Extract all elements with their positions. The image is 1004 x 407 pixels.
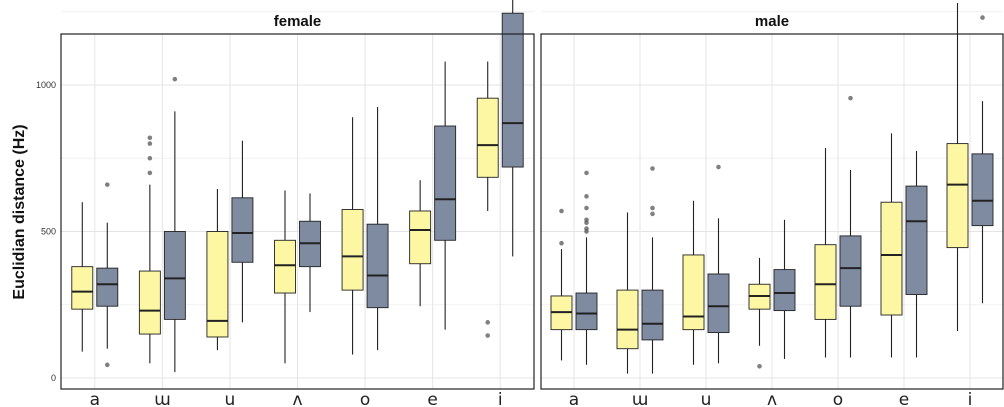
box-ʌ-yellow bbox=[275, 190, 296, 363]
box-body bbox=[683, 255, 704, 330]
box-a-slate bbox=[97, 182, 118, 367]
x-tick-label: e bbox=[899, 390, 909, 407]
box-body bbox=[435, 126, 456, 240]
outlier-point bbox=[584, 226, 589, 231]
x-tick-label: i bbox=[968, 390, 973, 407]
x-tick-label: o bbox=[833, 390, 843, 407]
box-i-slate bbox=[502, 0, 523, 256]
outlier-point bbox=[148, 135, 153, 140]
box-ɯ-slate bbox=[642, 166, 663, 373]
box-body bbox=[881, 202, 902, 315]
x-tick-label: ɯ bbox=[632, 390, 649, 407]
box-u-yellow bbox=[207, 189, 228, 350]
outlier-point bbox=[980, 15, 985, 20]
outlier-point bbox=[716, 165, 721, 170]
box-i-slate bbox=[972, 0, 993, 303]
box-body bbox=[774, 270, 795, 311]
outlier-point bbox=[559, 209, 564, 214]
box-body bbox=[477, 98, 498, 177]
box-e-slate bbox=[906, 151, 927, 358]
box-body bbox=[275, 240, 296, 293]
x-tick-label: o bbox=[360, 390, 370, 407]
box-ɯ-yellow bbox=[617, 212, 638, 373]
outlier-point bbox=[848, 96, 853, 101]
box-body bbox=[342, 210, 363, 291]
box-o-slate bbox=[367, 107, 388, 350]
x-tick-label: ɯ bbox=[154, 390, 171, 407]
outlier-point bbox=[148, 141, 153, 146]
outlier-point bbox=[584, 206, 589, 211]
box-u-yellow bbox=[683, 201, 704, 365]
outlier-point bbox=[650, 212, 655, 217]
panel-title: female bbox=[274, 13, 322, 30]
panel-male: male a ɯ u ʌ o e i bbox=[541, 0, 1003, 407]
box-a-yellow bbox=[72, 202, 93, 351]
box-ɯ-slate bbox=[164, 77, 185, 372]
box-o-slate bbox=[840, 96, 861, 358]
box-body bbox=[972, 154, 993, 226]
outlier-point bbox=[559, 241, 564, 246]
box-ʌ-yellow bbox=[749, 258, 770, 369]
box-body bbox=[642, 290, 663, 340]
box-body bbox=[410, 211, 431, 264]
box-body bbox=[576, 293, 597, 330]
x-tick-label: ʌ bbox=[292, 390, 302, 407]
outlier-point bbox=[485, 333, 490, 338]
box-body bbox=[72, 267, 93, 309]
box-e-yellow bbox=[881, 133, 902, 357]
outlier-point bbox=[105, 182, 110, 187]
outlier-point bbox=[485, 320, 490, 325]
x-tick-label: i bbox=[498, 390, 503, 407]
x-tick-label: ʌ bbox=[767, 390, 777, 407]
box-ʌ-slate bbox=[774, 220, 795, 359]
box-body bbox=[164, 232, 185, 320]
y-tick-label: 1000 bbox=[36, 80, 56, 90]
box-o-yellow bbox=[815, 148, 836, 357]
outlier-point bbox=[148, 156, 153, 161]
box-ʌ-slate bbox=[300, 193, 321, 312]
x-tick-label: u bbox=[225, 390, 236, 407]
box-a-slate bbox=[576, 171, 597, 365]
panel-female: female050010001500aɯuʌoei bbox=[36, 0, 534, 407]
box-body bbox=[947, 144, 968, 248]
box-body bbox=[232, 198, 253, 262]
x-tick-label: a bbox=[90, 390, 100, 407]
box-body bbox=[815, 245, 836, 320]
box-i-yellow bbox=[477, 62, 498, 338]
box-body bbox=[139, 271, 160, 334]
box-u-slate bbox=[232, 141, 253, 323]
x-tick-label: a bbox=[569, 390, 579, 407]
y-tick-label: 500 bbox=[41, 227, 56, 237]
y-axis-label: Euclidian distance (Hz) bbox=[11, 124, 28, 299]
y-tick-label: 0 bbox=[51, 373, 56, 383]
box-body bbox=[502, 13, 523, 167]
box-u-slate bbox=[708, 165, 729, 364]
outlier-point bbox=[757, 364, 762, 369]
box-body bbox=[367, 224, 388, 308]
outlier-point bbox=[584, 171, 589, 176]
outlier-point bbox=[650, 166, 655, 171]
box-body bbox=[906, 186, 927, 294]
outlier-point bbox=[650, 206, 655, 211]
box-ɯ-yellow bbox=[139, 135, 160, 363]
box-e-yellow bbox=[410, 180, 431, 306]
box-body bbox=[97, 268, 118, 306]
outlier-point bbox=[105, 363, 110, 368]
box-body bbox=[617, 290, 638, 349]
box-body bbox=[708, 274, 729, 333]
outlier-point bbox=[148, 171, 153, 176]
outlier-point bbox=[584, 194, 589, 199]
x-tick-label: u bbox=[701, 390, 712, 407]
box-i-yellow bbox=[947, 0, 968, 331]
x-tick-label: e bbox=[427, 390, 437, 407]
outlier-point bbox=[584, 217, 589, 222]
panel-title: male bbox=[755, 13, 789, 30]
box-o-yellow bbox=[342, 117, 363, 354]
panels: female050010001500aɯuʌoeimaleaɯuʌoei bbox=[36, 0, 1003, 407]
outlier-point bbox=[173, 77, 178, 82]
box-e-slate bbox=[435, 62, 456, 330]
box-body bbox=[840, 236, 861, 306]
